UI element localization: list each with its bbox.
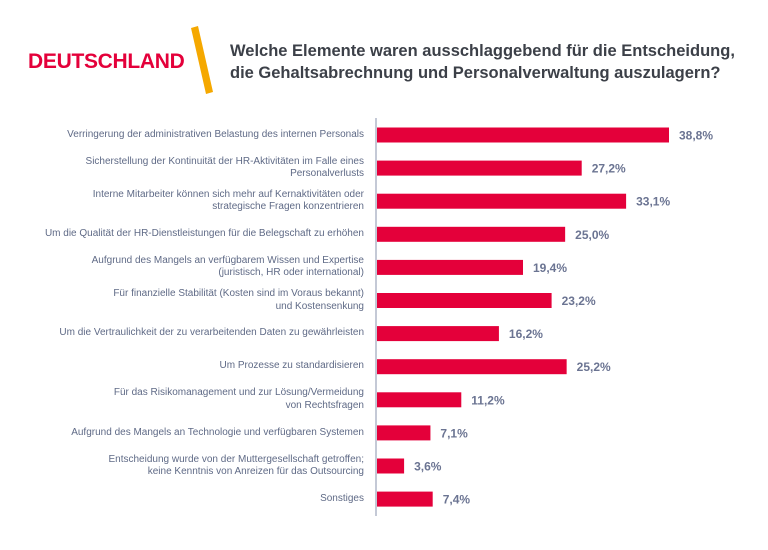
value-label: 3,6% (414, 460, 442, 474)
bar (377, 359, 567, 375)
category-label: Um Prozesse zu standardisieren (219, 360, 364, 372)
value-label: 19,4% (533, 261, 567, 275)
value-label: 27,2% (592, 162, 626, 176)
value-label: 33,1% (636, 195, 670, 209)
value-label: 38,8% (679, 129, 713, 143)
title-text: Welche Elemente waren ausschlaggebend fü… (230, 42, 735, 82)
category-label: Sicherstellung der Kontinuität der HR-Ak… (85, 155, 364, 180)
category-label: Um die Vertraulichkeit der zu verarbeite… (59, 327, 364, 339)
bar (377, 392, 462, 408)
chart-title: Welche Elemente waren ausschlaggebend fü… (230, 40, 735, 84)
bar (377, 458, 405, 474)
bar (377, 326, 499, 342)
value-label: 11,2% (471, 393, 505, 407)
category-label: Für finanzielle Stabilität (Kosten sind … (113, 288, 364, 312)
bar (377, 293, 552, 308)
bar (377, 127, 669, 143)
category-label: Für das Risikomanagement und zur Lösung/… (113, 387, 364, 411)
value-label: 25,0% (575, 228, 609, 242)
bar (377, 425, 431, 441)
category-label: Aufgrund des Mangels an Technologie und … (71, 426, 364, 438)
country-label: DEUTSCHLAND (28, 50, 185, 73)
value-label: 25,2% (577, 360, 611, 374)
bar (377, 259, 523, 275)
bar (377, 160, 582, 176)
value-label: 7,1% (440, 426, 468, 440)
accent-slash (191, 26, 213, 94)
bar (377, 491, 433, 507)
value-label: 16,2% (509, 327, 543, 341)
value-label: 7,4% (443, 493, 471, 507)
category-label: Aufgrund des Mangels an verfügbarem Wiss… (91, 254, 364, 279)
category-label: Verringerung der administrativen Belastu… (67, 128, 364, 140)
value-label: 23,2% (562, 294, 596, 308)
category-label: Um die Qualität der HR-Dienstleistungen … (44, 228, 364, 240)
bar (377, 193, 627, 209)
bar (377, 226, 566, 242)
category-label: Interne Mitarbeiter können sich mehr auf… (92, 188, 364, 213)
category-label: Entscheidung wurde von der Muttergesells… (108, 453, 364, 478)
category-label: Sonstiges (320, 492, 364, 504)
